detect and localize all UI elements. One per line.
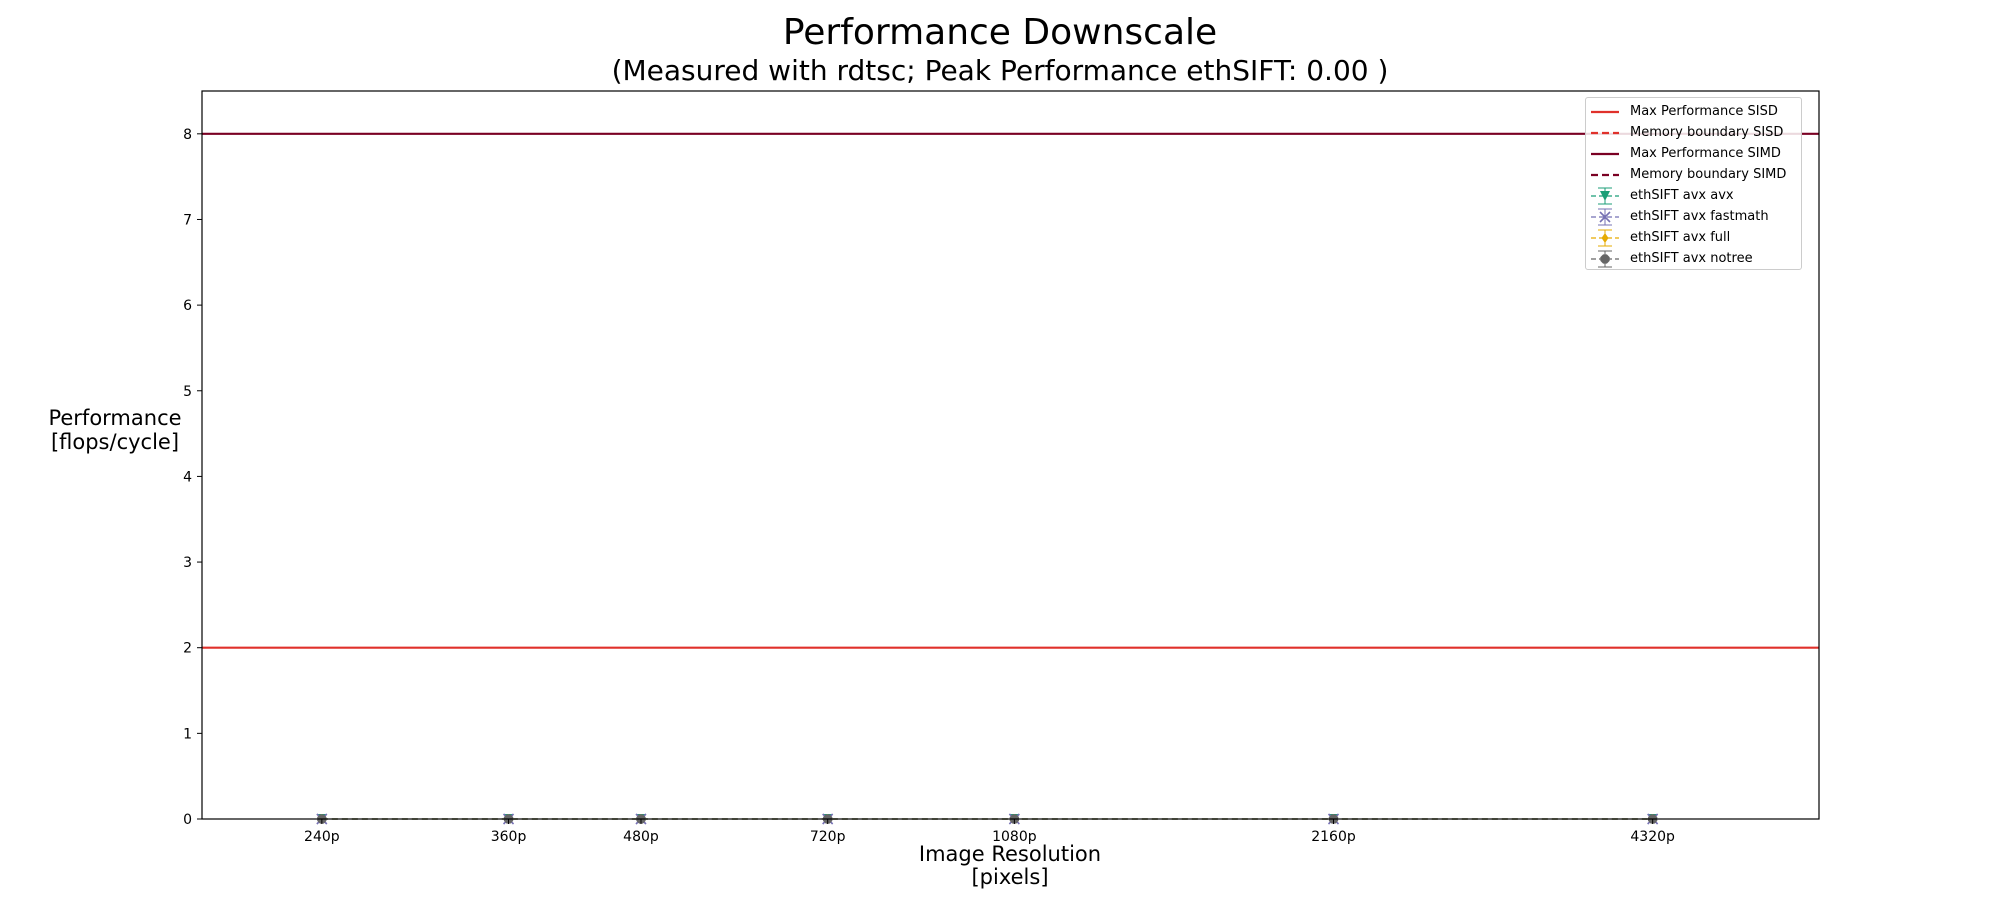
legend-symbol-0 — [1591, 110, 1619, 113]
y-tick-label-2: 2 — [183, 641, 192, 657]
x-tick-label-1: 360p — [491, 829, 527, 845]
x-tick-label-3: 720p — [810, 829, 846, 845]
legend-symbol-7 — [1591, 250, 1619, 267]
legend-label-2: Max Performance SIMD — [1630, 146, 1781, 161]
chart-subtitle: (Measured with rdtsc; Peak Performance e… — [611, 54, 1389, 87]
legend-symbol-2 — [1591, 152, 1619, 155]
legend-item-4: ethSIFT avx avx — [1586, 185, 1801, 206]
legend-symbol-6 — [1591, 229, 1619, 246]
x-tick-label-5: 2160p — [1311, 829, 1356, 845]
legend-label-5: ethSIFT avx fastmath — [1630, 209, 1769, 224]
legend-item-7: ethSIFT avx notree — [1586, 248, 1801, 269]
x-tick-label-4: 1080p — [992, 829, 1037, 845]
x-tick-label-6: 4320p — [1630, 829, 1675, 845]
legend-item-6: ethSIFT avx full — [1586, 227, 1801, 248]
y-tick-label-0: 0 — [183, 812, 192, 828]
legend-label-3: Memory boundary SIMD — [1630, 167, 1787, 182]
y-tick-label-3: 3 — [183, 555, 192, 571]
x-tick-label-2: 480p — [623, 829, 659, 845]
legend-symbol-5 — [1591, 208, 1619, 225]
plot-frame — [201, 90, 1820, 820]
legend-label-7: ethSIFT avx notree — [1630, 251, 1753, 266]
y-tick-label-6: 6 — [183, 298, 192, 314]
chart-legend: Max Performance SISD Memory boundary SISD… — [1585, 97, 1802, 270]
y-axis-label: Performance [flops/cycle] — [48, 406, 182, 454]
x-axis-label: Image Resolution [pixels] — [918, 842, 1102, 889]
legend-label-6: ethSIFT avx full — [1630, 230, 1731, 245]
y-tick-label-4: 4 — [183, 469, 192, 485]
legend-symbol-1 — [1591, 131, 1619, 134]
legend-symbol-4 — [1591, 187, 1619, 204]
legend-item-0: Max Performance SISD — [1586, 101, 1801, 122]
legend-item-1: Memory boundary SISD — [1586, 122, 1801, 143]
legend-label-4: ethSIFT avx avx — [1630, 188, 1734, 203]
legend-symbol-3 — [1591, 173, 1619, 176]
y-tick-label-8: 8 — [183, 127, 192, 143]
y-tick-label-7: 7 — [183, 212, 192, 228]
y-tick-label-1: 1 — [183, 726, 192, 742]
legend-item-3: Memory boundary SIMD — [1586, 164, 1801, 185]
legend-label-1: Memory boundary SISD — [1630, 125, 1784, 140]
legend-label-0: Max Performance SISD — [1630, 104, 1778, 119]
y-tick-label-5: 5 — [183, 384, 192, 400]
chart-title: Performance Downscale — [782, 12, 1218, 53]
legend-item-5: ethSIFT avx fastmath — [1586, 206, 1801, 227]
x-tick-label-0: 240p — [304, 829, 340, 845]
legend-item-2: Max Performance SIMD — [1586, 143, 1801, 164]
